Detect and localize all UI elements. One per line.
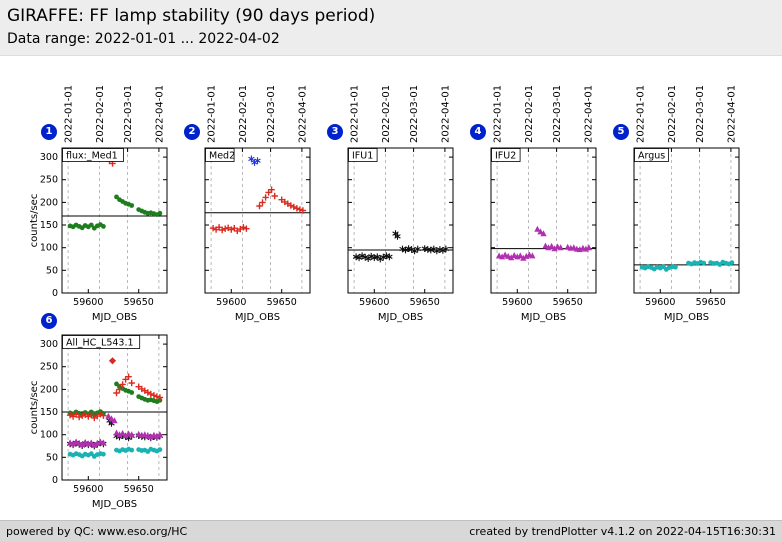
svg-text:2022-01-01: 2022-01-01 xyxy=(493,85,504,143)
svg-text:2022-02-01: 2022-02-01 xyxy=(381,85,392,143)
chart-canvas-med1: 2022-01-01 2022-02-01 2022-03-01 2022-04-01… xyxy=(27,80,170,328)
svg-text:flux:_Med1: flux:_Med1 xyxy=(66,151,118,162)
svg-text:2022-03-01: 2022-03-01 xyxy=(266,85,277,143)
plot-svg: 2022-01-01 2022-02-01 2022-03-01 2022-04-01… xyxy=(490,85,597,323)
svg-text:All_HC_L543.1: All_HC_L543.1 xyxy=(66,338,134,349)
svg-text:2022-03-01: 2022-03-01 xyxy=(123,85,134,143)
chart-canvas-med2: 2022-01-01 2022-02-01 2022-03-01 2022-04-01… xyxy=(170,80,313,328)
chart-canvas-all-hc: 0 50 100 150 200 250 300 59600 59650 MJD_OBS count… xyxy=(27,323,170,515)
svg-text:59600: 59600 xyxy=(502,297,532,308)
svg-text:2022-01-01: 2022-01-01 xyxy=(64,85,75,143)
footer: powered by QC: www.eso.org/HC created by… xyxy=(0,520,782,542)
svg-text:Argus: Argus xyxy=(638,151,665,162)
svg-text:59650: 59650 xyxy=(553,297,583,308)
date-range-subtitle: Data range: 2022-01-01 ... 2022-04-02 xyxy=(7,31,280,47)
chart-canvas-ifu2: 2022-01-01 2022-02-01 2022-03-01 2022-04-01… xyxy=(456,80,599,328)
plot-ifu1: 3 2022-01-01 2022-02-01 2022-03-01 2022-04-… xyxy=(313,80,456,328)
svg-text:2022-02-01: 2022-02-01 xyxy=(95,85,106,143)
svg-text:59600: 59600 xyxy=(216,297,246,308)
svg-text:250: 250 xyxy=(40,175,58,186)
svg-text:IFU2: IFU2 xyxy=(495,151,516,162)
svg-text:MJD_OBS: MJD_OBS xyxy=(664,312,709,323)
svg-text:2022-01-01: 2022-01-01 xyxy=(350,85,361,143)
svg-text:IFU1: IFU1 xyxy=(352,151,373,162)
plot-svg: 0 50 100 150 200 250 300 59600 59650 MJD_OBS count… xyxy=(29,334,168,510)
svg-text:counts/sec: counts/sec xyxy=(29,381,40,435)
svg-text:MJD_OBS: MJD_OBS xyxy=(235,312,280,323)
svg-text:2022-04-01: 2022-04-01 xyxy=(440,85,451,143)
svg-text:150: 150 xyxy=(40,407,58,418)
svg-text:59650: 59650 xyxy=(124,297,154,308)
svg-text:300: 300 xyxy=(40,339,58,350)
svg-text:59650: 59650 xyxy=(124,484,154,495)
svg-text:MJD_OBS: MJD_OBS xyxy=(92,312,137,323)
plot-anchor-1[interactable]: 1 xyxy=(41,124,57,140)
svg-text:59600: 59600 xyxy=(73,297,103,308)
header: GIRAFFE: FF lamp stability (90 days peri… xyxy=(0,0,782,56)
svg-text:2022-01-01: 2022-01-01 xyxy=(207,85,218,143)
svg-text:50: 50 xyxy=(46,265,58,276)
svg-text:59600: 59600 xyxy=(645,297,675,308)
plot-anchor-4[interactable]: 4 xyxy=(470,124,486,140)
svg-text:59600: 59600 xyxy=(73,484,103,495)
svg-text:59650: 59650 xyxy=(267,297,297,308)
svg-text:2022-04-01: 2022-04-01 xyxy=(726,85,737,143)
page-title: GIRAFFE: FF lamp stability (90 days peri… xyxy=(7,6,376,26)
svg-text:59650: 59650 xyxy=(410,297,440,308)
chart-canvas-argus: 2022-01-01 2022-02-01 2022-03-01 2022-04-01… xyxy=(599,80,742,328)
plot-svg: 2022-01-01 2022-02-01 2022-03-01 2022-04-01… xyxy=(347,85,454,323)
plot-anchor-5[interactable]: 5 xyxy=(613,124,629,140)
plot-med2: 2 2022-01-01 2022-02-01 2022-03-01 2022-04-… xyxy=(170,80,313,328)
svg-text:59650: 59650 xyxy=(696,297,726,308)
svg-text:200: 200 xyxy=(40,197,58,208)
plots-row-2: 6 0 50 100 150 200 250 300 59600 59650 MJD_OBS cou… xyxy=(27,313,170,515)
svg-text:2022-03-01: 2022-03-01 xyxy=(695,85,706,143)
svg-text:0: 0 xyxy=(52,475,58,486)
svg-text:2022-01-01: 2022-01-01 xyxy=(636,85,647,143)
plots-row-1: 1 2022-01-01 2022-02-01 2022-03-01 2022-04-… xyxy=(27,80,742,328)
svg-text:0: 0 xyxy=(52,288,58,299)
svg-text:59600: 59600 xyxy=(359,297,389,308)
svg-text:200: 200 xyxy=(40,384,58,395)
svg-text:MJD_OBS: MJD_OBS xyxy=(92,499,137,510)
plot-anchor-6[interactable]: 6 xyxy=(41,313,57,329)
svg-text:50: 50 xyxy=(46,452,58,463)
svg-text:150: 150 xyxy=(40,220,58,231)
svg-text:100: 100 xyxy=(40,243,58,254)
svg-text:2022-04-01: 2022-04-01 xyxy=(297,85,308,143)
plot-anchor-2[interactable]: 2 xyxy=(184,124,200,140)
svg-text:2022-04-01: 2022-04-01 xyxy=(154,85,165,143)
svg-text:MJD_OBS: MJD_OBS xyxy=(521,312,566,323)
footer-qc-link[interactable]: powered by QC: www.eso.org/HC xyxy=(6,525,188,538)
svg-text:250: 250 xyxy=(40,362,58,373)
svg-text:300: 300 xyxy=(40,152,58,163)
plot-svg: 2022-01-01 2022-02-01 2022-03-01 2022-04-01… xyxy=(204,85,311,323)
svg-text:2022-03-01: 2022-03-01 xyxy=(409,85,420,143)
plot-anchor-3[interactable]: 3 xyxy=(327,124,343,140)
svg-text:2022-03-01: 2022-03-01 xyxy=(552,85,563,143)
svg-text:2022-04-01: 2022-04-01 xyxy=(583,85,594,143)
plot-argus: 5 2022-01-01 2022-02-01 2022-03-01 2022-04-… xyxy=(599,80,742,328)
chart-canvas-ifu1: 2022-01-01 2022-02-01 2022-03-01 2022-04-01… xyxy=(313,80,456,328)
footer-credit: created by trendPlotter v4.1.2 on 2022-0… xyxy=(469,525,776,538)
plot-svg: 2022-01-01 2022-02-01 2022-03-01 2022-04-01… xyxy=(633,85,740,323)
plot-all-hc-l543-1: 6 0 50 100 150 200 250 300 59600 59650 MJD_OBS cou… xyxy=(27,313,170,515)
svg-text:2022-02-01: 2022-02-01 xyxy=(524,85,535,143)
plot-ifu2: 4 2022-01-01 2022-02-01 2022-03-01 2022-04-… xyxy=(456,80,599,328)
plot-svg: 2022-01-01 2022-02-01 2022-03-01 2022-04-01… xyxy=(29,85,168,323)
svg-text:MJD_OBS: MJD_OBS xyxy=(378,312,423,323)
svg-text:counts/sec: counts/sec xyxy=(29,194,40,248)
svg-text:Med2: Med2 xyxy=(209,151,235,162)
svg-text:100: 100 xyxy=(40,430,58,441)
plot-flux-med1: 1 2022-01-01 2022-02-01 2022-03-01 2022-04-… xyxy=(27,80,170,328)
svg-text:2022-02-01: 2022-02-01 xyxy=(238,85,249,143)
svg-text:2022-02-01: 2022-02-01 xyxy=(667,85,678,143)
